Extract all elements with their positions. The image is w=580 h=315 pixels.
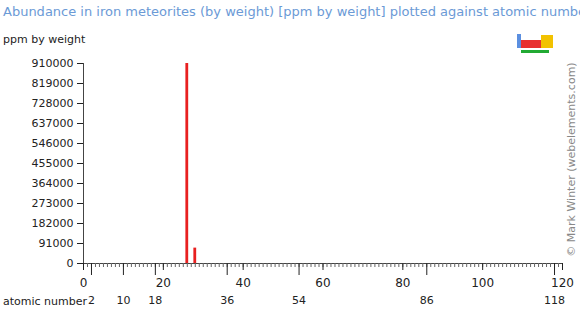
- svg-text:0: 0: [67, 257, 74, 270]
- svg-text:455000: 455000: [32, 157, 74, 170]
- svg-text:819000: 819000: [32, 77, 74, 90]
- svg-text:120: 120: [551, 276, 574, 290]
- svg-text:86: 86: [420, 294, 434, 307]
- svg-text:60: 60: [315, 276, 330, 290]
- svg-text:910000: 910000: [32, 57, 74, 70]
- svg-text:546000: 546000: [32, 137, 74, 150]
- svg-text:36: 36: [220, 294, 234, 307]
- html-text:ppm by weight: ppm by weight: [3, 33, 86, 46]
- svg-text:182000: 182000: [32, 217, 74, 230]
- svg-text:18: 18: [148, 294, 162, 307]
- svg-text:40: 40: [236, 276, 251, 290]
- html-text:© Mark Winter (webelements.com: © Mark Winter (webelements.com): [564, 62, 578, 257]
- svg-text:118: 118: [544, 294, 565, 307]
- svg-text:273000: 273000: [32, 197, 74, 210]
- svg-text:80: 80: [395, 276, 410, 290]
- html-text:atomic number: atomic number: [3, 295, 87, 308]
- svg-text:364000: 364000: [32, 177, 74, 190]
- svg-text:637000: 637000: [32, 117, 74, 130]
- svg-text:100: 100: [471, 276, 494, 290]
- svg-text:54: 54: [292, 294, 306, 307]
- svg-text:20: 20: [156, 276, 171, 290]
- svg-text:91000: 91000: [39, 237, 74, 250]
- svg-text:10: 10: [116, 294, 130, 307]
- svg-text:728000: 728000: [32, 97, 74, 110]
- svg-text:0: 0: [80, 276, 88, 290]
- svg-text:2: 2: [88, 294, 95, 307]
